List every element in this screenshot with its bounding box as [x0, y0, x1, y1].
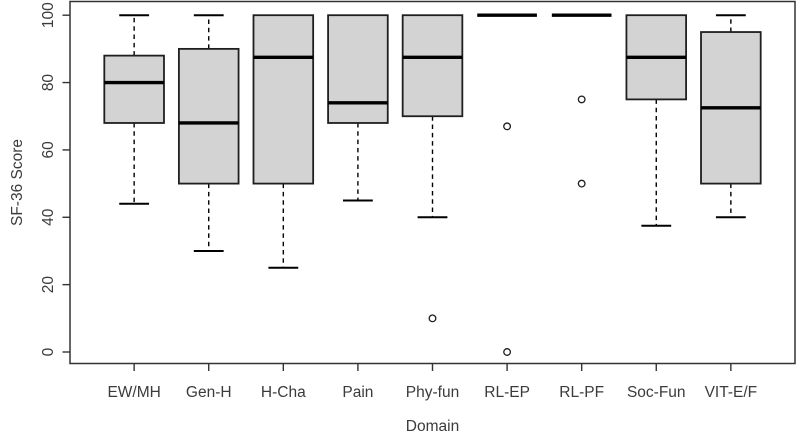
x-tick-label: Pain — [342, 384, 373, 401]
y-axis-title: SF-36 Score — [9, 139, 26, 226]
y-tick-label: 60 — [40, 141, 57, 159]
y-tick-label: 100 — [40, 2, 57, 28]
x-tick-label: Soc-Fun — [627, 384, 686, 401]
x-tick-label: H-Cha — [261, 384, 306, 401]
x-axis-title: Domain — [406, 418, 459, 435]
x-tick-label: RL-PF — [559, 384, 604, 401]
box-rect — [177, 47, 240, 185]
box-rect — [252, 14, 315, 185]
y-tick-label: 40 — [40, 208, 57, 226]
outlier-point — [577, 179, 586, 188]
plot-layer: 0 20 40 60 80 100 EW/MH Gen-H H-Cha Pain Phy-fun RL… — [40, 0, 796, 401]
x-tick-label: Phy-fun — [406, 384, 459, 401]
box-rect — [103, 54, 165, 124]
outlier-point — [503, 122, 512, 131]
x-tick-label: EW/MH — [107, 384, 160, 401]
x-tick-label: RL-EP — [484, 384, 530, 401]
x-tick-label: VIT-E/F — [705, 384, 758, 401]
y-tick-label: 20 — [40, 276, 57, 294]
box-rect — [327, 14, 389, 124]
y-tick-label: 80 — [40, 74, 57, 92]
outlier-point — [577, 95, 586, 104]
outlier-point — [503, 348, 512, 356]
box-rect — [401, 14, 464, 118]
x-tick-label: Gen-H — [186, 384, 232, 401]
y-tick-label: 0 — [40, 347, 57, 356]
outlier-point — [428, 314, 437, 323]
